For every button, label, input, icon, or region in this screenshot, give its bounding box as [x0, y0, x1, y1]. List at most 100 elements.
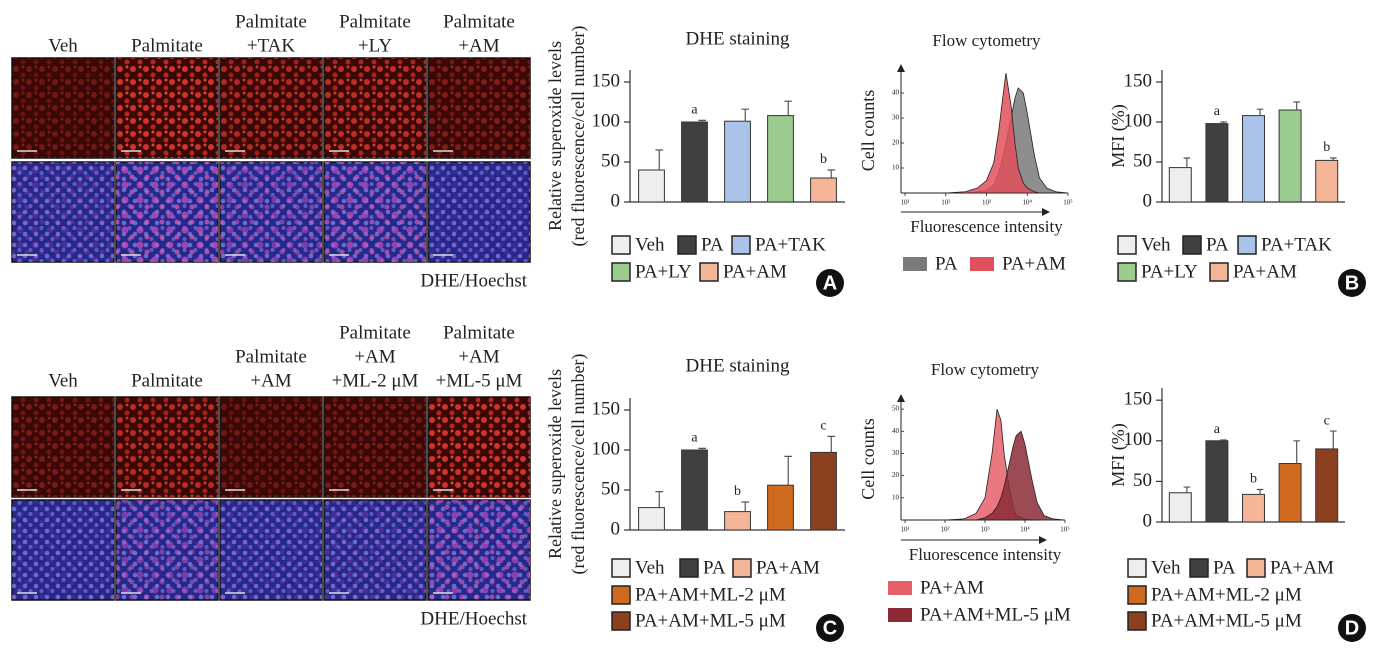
- significance-letter: b: [734, 484, 741, 499]
- legend-swatch: [677, 235, 697, 255]
- bar: [1315, 159, 1339, 203]
- x-tick-label: 10⁴: [1023, 199, 1033, 207]
- chart-title: Flow cytometry: [931, 360, 1040, 379]
- dhe-cells: [428, 397, 530, 497]
- column-label: +AM: [458, 35, 499, 56]
- column-label: Palmitate: [339, 11, 411, 32]
- legend-label: Veh: [1141, 234, 1171, 255]
- error-bar: [784, 455, 793, 486]
- error-bar: [1220, 121, 1227, 124]
- dhe-overlay: [12, 500, 114, 600]
- y-tick-label: 50: [892, 405, 900, 413]
- dhe-overlay: [324, 162, 426, 262]
- bar: [638, 169, 665, 203]
- bar: [1278, 109, 1302, 203]
- significance-letter: a: [1214, 422, 1221, 437]
- legend-swatch: [611, 262, 631, 282]
- column-label: +LY: [358, 35, 392, 56]
- chart-title: DHE staining: [686, 28, 790, 49]
- dhe-overlay: [220, 500, 322, 600]
- legend-swatch: [888, 608, 912, 622]
- histogram-area: [945, 430, 1066, 521]
- legend-label: PA+AM: [1233, 261, 1297, 282]
- y-tick-label: 40: [892, 427, 900, 435]
- bar: [1278, 463, 1302, 523]
- legend-swatch: [611, 235, 631, 255]
- bar: [1315, 448, 1339, 523]
- legend-swatch: [1127, 585, 1147, 605]
- y-tick-label: 50: [1133, 470, 1152, 491]
- legend-swatch: [699, 262, 719, 282]
- y-tick-label: 50: [601, 150, 620, 171]
- legend-swatch: [970, 257, 994, 271]
- legend-swatch: [1189, 558, 1209, 578]
- x-tick-label: 10²: [941, 199, 950, 207]
- y-tick-label: 150: [592, 398, 621, 419]
- column-label: Veh: [48, 35, 78, 56]
- error-bar: [655, 491, 664, 508]
- x-axis-label: Fluorescence intensity: [910, 217, 1063, 236]
- legend-swatch: [732, 558, 752, 578]
- y-tick-label: 30: [892, 114, 900, 122]
- error-bar: [698, 119, 707, 122]
- significance-letter: c: [820, 419, 826, 434]
- error-bar: [827, 169, 836, 178]
- dhe-overlay: [324, 500, 426, 600]
- legend-label: PA+AM+ML-2 μM: [635, 584, 786, 605]
- bar: [1242, 115, 1265, 203]
- panel-letter: C: [823, 617, 837, 639]
- panel-letter: A: [823, 272, 837, 294]
- stain-label: DHE/Hoechst: [420, 270, 527, 291]
- x-tick-label: 10⁵: [1060, 526, 1070, 534]
- dhe-cells: [220, 58, 322, 158]
- y-axis-label: Cell counts: [858, 90, 878, 172]
- column-label: +ML-2 μM: [332, 370, 419, 391]
- error-bar: [1220, 439, 1227, 441]
- legend-swatch: [1127, 611, 1147, 631]
- column-label: Palmitate: [235, 346, 307, 367]
- dhe-overlay: [12, 162, 114, 262]
- error-bar: [784, 100, 793, 116]
- bar: [810, 451, 837, 531]
- error-bar: [1293, 101, 1300, 110]
- bar: [810, 177, 837, 203]
- bar: [681, 121, 708, 203]
- column-label: Palmitate: [235, 11, 307, 32]
- bar: [1168, 167, 1192, 203]
- error-bar: [827, 435, 836, 453]
- x-tick-label: 10⁵: [1063, 199, 1073, 207]
- legend-label: PA+AM: [756, 557, 820, 578]
- dhe-cells: [116, 397, 218, 497]
- y-tick-label: 150: [1124, 70, 1153, 91]
- legend-label: PA+AM+ML-5 μM: [920, 604, 1071, 625]
- y-tick-label: 100: [592, 110, 621, 131]
- legend-label: PA: [1213, 557, 1236, 578]
- bar: [767, 115, 794, 203]
- histogram-area: [945, 72, 1068, 194]
- legend-swatch: [888, 581, 912, 595]
- y-tick-label: 150: [1124, 389, 1153, 410]
- error-bar: [698, 447, 707, 450]
- bar: [724, 511, 751, 531]
- y-tick-label: 150: [592, 70, 621, 91]
- panel-letter: B: [1345, 272, 1359, 294]
- y-tick-label: 10: [892, 164, 900, 172]
- significance-letter: a: [1214, 104, 1221, 119]
- x-tick-label: 10³: [980, 526, 989, 534]
- significance-letter: a: [691, 103, 698, 118]
- column-label: +AM: [250, 370, 291, 391]
- y-tick-label: 50: [601, 478, 620, 499]
- error-bar: [1256, 488, 1264, 495]
- error-bar: [655, 149, 664, 170]
- y-tick-label: 50: [1133, 150, 1152, 171]
- chart-title: Flow cytometry: [932, 31, 1041, 50]
- error-bar: [1183, 486, 1191, 493]
- error-bar: [741, 501, 750, 512]
- legend-label: PA+TAK: [1261, 234, 1332, 255]
- legend-label: PA: [701, 234, 724, 255]
- error-bar: [1329, 157, 1337, 161]
- significance-letter: b: [820, 152, 827, 167]
- dhe-cells: [116, 58, 218, 158]
